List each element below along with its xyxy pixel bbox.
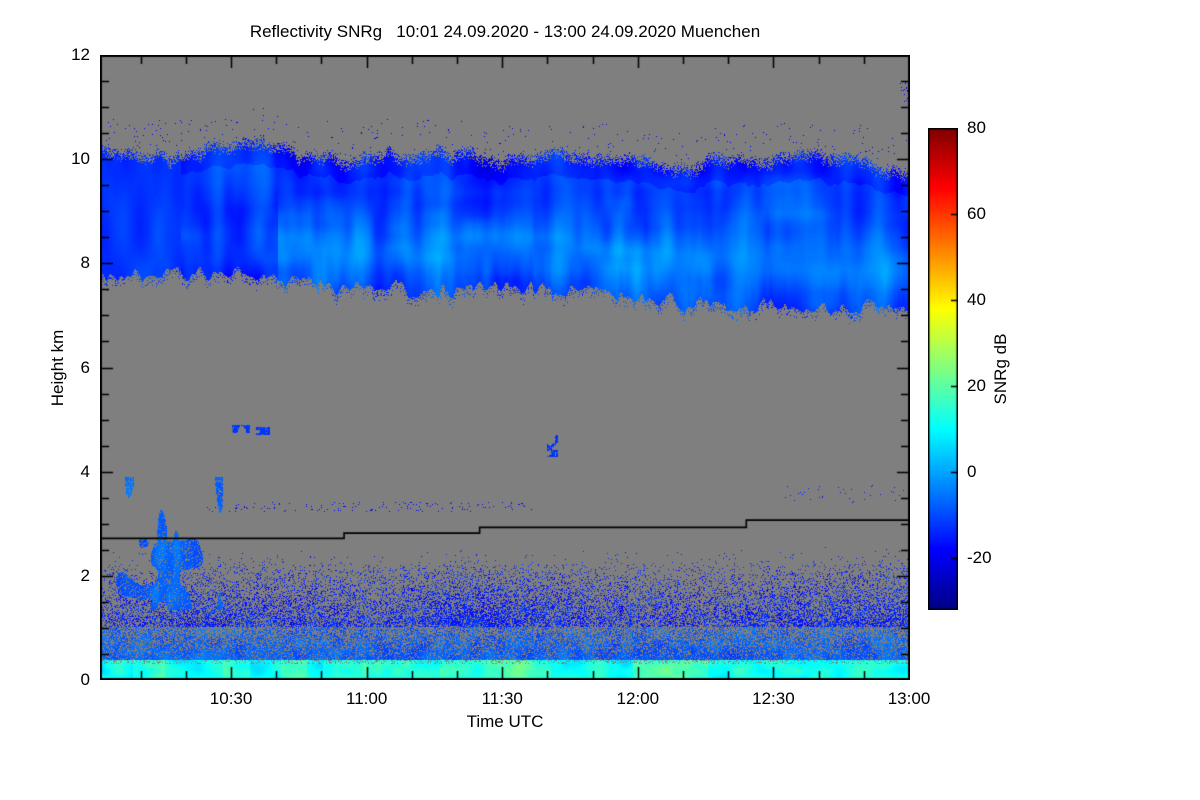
colorbar-canvas — [928, 128, 958, 610]
colorbar-tick-label: -20 — [967, 548, 992, 568]
colorbar-tick-label: 80 — [967, 118, 986, 137]
y-tick-label: 2 — [80, 565, 90, 585]
y-tick-label: 6 — [80, 357, 90, 377]
plot-title: Reflectivity SNRg 10:01 24.09.2020 - 13:… — [249, 22, 761, 41]
heatmap-canvas — [100, 55, 910, 680]
colorbar-tick-label: 20 — [967, 376, 986, 396]
colorbar-tick-label: 60 — [967, 204, 986, 224]
x-tick-label: 11:00 — [346, 689, 388, 708]
x-tick-label: 12:00 — [616, 689, 660, 708]
x-tick-label: 12:30 — [752, 689, 795, 708]
y-tick-label: 4 — [80, 461, 90, 481]
y-tick-label: 8 — [80, 253, 90, 273]
x-tick-label: 13:00 — [887, 689, 931, 708]
colorbar-tick-label: 0 — [967, 462, 977, 482]
x-tick-label: 11:30 — [481, 689, 523, 708]
y-tick-label: 12 — [71, 45, 90, 64]
x-axis-label: Time UTC — [466, 712, 544, 731]
y-tick-label: 0 — [80, 670, 90, 689]
colorbar-label: SNRg dB — [991, 333, 1010, 405]
x-tick-label: 10:30 — [209, 689, 253, 708]
colorbar-tick-label: 40 — [967, 290, 986, 310]
y-tick-label: 10 — [71, 149, 90, 169]
